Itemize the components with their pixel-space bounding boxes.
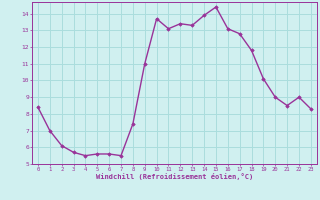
X-axis label: Windchill (Refroidissement éolien,°C): Windchill (Refroidissement éolien,°C)	[96, 173, 253, 180]
